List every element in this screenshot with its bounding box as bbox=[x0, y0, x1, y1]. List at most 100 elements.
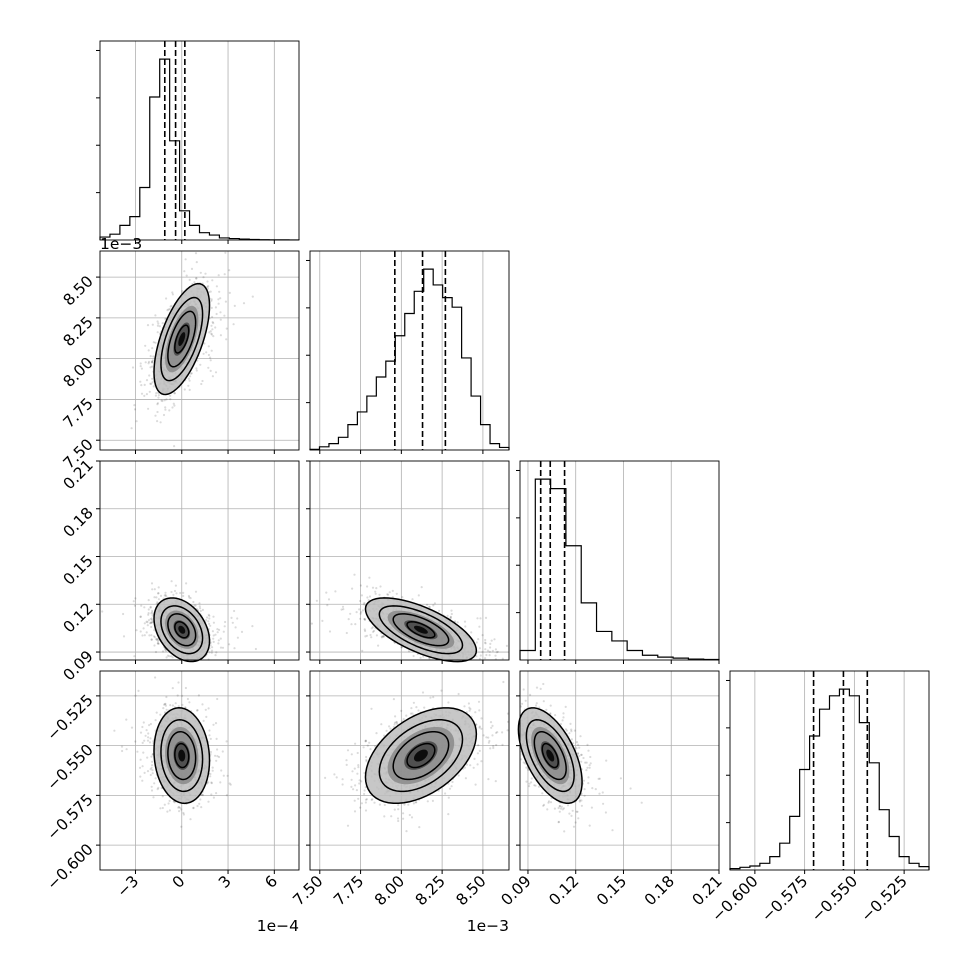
scatter-point bbox=[472, 766, 475, 769]
scatter-point bbox=[157, 322, 160, 325]
density-contour bbox=[364, 597, 478, 663]
scatter-point bbox=[359, 612, 362, 615]
scatter-point bbox=[163, 594, 166, 597]
scatter-point bbox=[157, 592, 160, 595]
scatter-point bbox=[120, 745, 124, 748]
scatter-point bbox=[194, 604, 197, 607]
scatter-point bbox=[324, 776, 327, 780]
scatter-point bbox=[147, 599, 150, 602]
scatter-point bbox=[184, 686, 187, 690]
scatter-point bbox=[233, 304, 236, 307]
scatter-point bbox=[334, 590, 337, 593]
scatter-point bbox=[149, 606, 152, 609]
scatter-point bbox=[170, 580, 173, 583]
scatter-point bbox=[251, 295, 254, 298]
scatter-point bbox=[136, 750, 139, 753]
scatter-point bbox=[203, 342, 206, 345]
scatter-point bbox=[150, 785, 153, 788]
density-contour bbox=[167, 613, 197, 647]
scatter-point bbox=[366, 585, 369, 588]
scatter-point bbox=[495, 743, 498, 747]
scatter-point bbox=[179, 806, 182, 810]
scatter-point bbox=[154, 394, 157, 397]
scatter-point bbox=[130, 427, 133, 430]
scatter-panel-3-1: 0.090.120.150.180.21 bbox=[60, 456, 300, 684]
scatter-point bbox=[456, 621, 459, 624]
scatter-point bbox=[143, 739, 146, 742]
scatter-point bbox=[141, 765, 144, 768]
scatter-point bbox=[214, 722, 218, 725]
scatter-point bbox=[470, 631, 473, 634]
scatter-point bbox=[212, 637, 215, 640]
scatter-point bbox=[141, 725, 144, 729]
scatter-point bbox=[223, 625, 226, 628]
scatter-point bbox=[139, 615, 142, 619]
scatter-point bbox=[164, 406, 167, 409]
scatter-point bbox=[474, 711, 477, 714]
scatter-point bbox=[173, 392, 176, 395]
scatter-point bbox=[375, 634, 378, 637]
scatter-point bbox=[156, 637, 159, 640]
scatter-point bbox=[364, 740, 367, 743]
scatter-point bbox=[152, 355, 155, 358]
scatter-point bbox=[146, 756, 149, 759]
scatter-point bbox=[242, 302, 246, 305]
scatter-point bbox=[159, 713, 162, 716]
scatter-point bbox=[228, 643, 231, 646]
scatter-point bbox=[143, 622, 146, 625]
scatter-point bbox=[155, 602, 158, 605]
scatter-point bbox=[139, 731, 143, 734]
scatter-point bbox=[155, 392, 158, 395]
scatter-point bbox=[161, 806, 164, 810]
scatter-point bbox=[157, 786, 160, 790]
scatter-point bbox=[133, 604, 136, 607]
scatter-point bbox=[215, 737, 218, 741]
scatter-point bbox=[494, 654, 497, 657]
scatter-point bbox=[391, 589, 394, 593]
scatter-point bbox=[484, 657, 487, 660]
scatter-point bbox=[194, 590, 198, 593]
scatter-point bbox=[151, 588, 154, 591]
scatter-point bbox=[219, 318, 222, 321]
density-contour bbox=[160, 719, 204, 793]
scatter-point bbox=[432, 604, 435, 607]
scatter-point bbox=[169, 398, 172, 401]
scatter-point bbox=[148, 634, 151, 637]
scatter-point bbox=[147, 619, 150, 622]
scatter-point bbox=[211, 630, 214, 633]
scatter-point bbox=[402, 812, 405, 815]
scatter-point bbox=[151, 760, 154, 763]
scatter-point bbox=[357, 766, 360, 769]
scatter-point bbox=[217, 639, 220, 642]
scatter-point bbox=[209, 644, 212, 647]
scatter-point bbox=[403, 803, 406, 806]
scatter-point bbox=[179, 591, 182, 595]
scatter-point bbox=[223, 273, 226, 276]
scatter-point bbox=[478, 657, 481, 661]
scatter-point bbox=[218, 290, 221, 293]
scatter-point bbox=[210, 298, 213, 301]
scatter-point bbox=[160, 399, 163, 402]
scatter-point bbox=[164, 408, 167, 411]
scatter-point bbox=[156, 642, 159, 645]
scatter-point bbox=[423, 706, 426, 709]
scatter-point bbox=[199, 271, 202, 274]
scatter-point bbox=[130, 726, 134, 729]
scatter-point bbox=[396, 722, 399, 726]
scatter-point bbox=[139, 615, 142, 618]
scatter-point bbox=[122, 635, 126, 638]
scatter-point bbox=[205, 619, 208, 622]
scatter-point bbox=[147, 732, 150, 735]
scatter-point bbox=[377, 644, 380, 647]
scatter-point bbox=[138, 766, 142, 769]
scatter-point bbox=[154, 676, 157, 679]
scatter-point bbox=[367, 599, 370, 602]
scatter-point bbox=[131, 366, 135, 369]
density-contour bbox=[153, 282, 211, 396]
scatter-point bbox=[221, 750, 224, 753]
scatter-point bbox=[211, 375, 214, 378]
scatter-point bbox=[156, 642, 160, 645]
scatter-point bbox=[164, 702, 167, 705]
scatter-point bbox=[165, 695, 168, 699]
